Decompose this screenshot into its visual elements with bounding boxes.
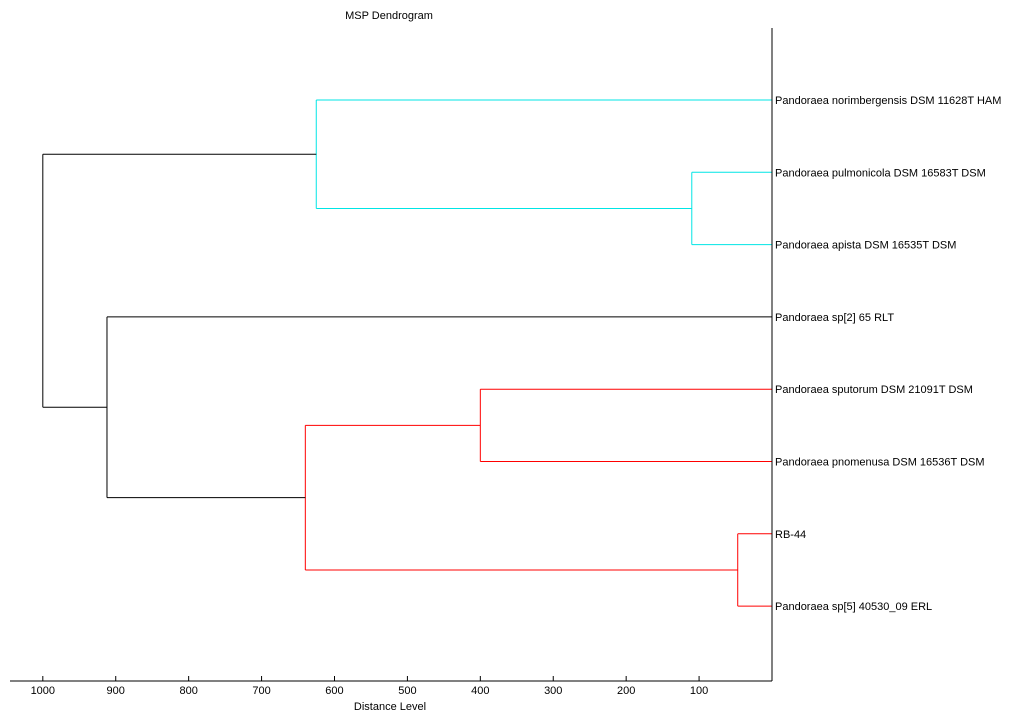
leaf-label: Pandoraea norimbergensis DSM 11628T HAM bbox=[775, 95, 1001, 107]
x-tick-label: 500 bbox=[398, 685, 416, 697]
leaf-label: Pandoraea sputorum DSM 21091T DSM bbox=[775, 384, 973, 396]
x-axis-label: Distance Level bbox=[354, 701, 426, 713]
chart-title: MSP Dendrogram bbox=[345, 10, 433, 22]
dendrogram-links bbox=[42, 99, 772, 607]
leaf-label: Pandoraea apista DSM 16535T DSM bbox=[775, 240, 956, 252]
x-tick-label: 200 bbox=[617, 685, 635, 697]
leaf-label: Pandoraea sp[2] 65 RLT bbox=[775, 312, 894, 324]
leaf-label: Pandoraea pnomenusa DSM 16536T DSM bbox=[775, 457, 985, 469]
x-tick-label: 900 bbox=[107, 685, 125, 697]
x-tick-label: 700 bbox=[252, 685, 270, 697]
x-tick-label: 100 bbox=[690, 685, 708, 697]
leaf-label: RB-44 bbox=[775, 529, 806, 541]
x-tick-label: 400 bbox=[471, 685, 489, 697]
x-tick-label: 600 bbox=[325, 685, 343, 697]
x-tick-label: 1000 bbox=[31, 685, 55, 697]
x-tick-label: 300 bbox=[544, 685, 562, 697]
leaf-label: Pandoraea pulmonicola DSM 16583T DSM bbox=[775, 167, 986, 179]
leaf-labels: Pandoraea norimbergensis DSM 11628T HAM P… bbox=[775, 95, 1001, 613]
x-tick-label: 800 bbox=[179, 685, 197, 697]
x-axis: 1000 900 800 700 600 500 400 300 200 100 bbox=[10, 28, 773, 697]
leaf-label: Pandoraea sp[5] 40530_09 ERL bbox=[775, 601, 932, 613]
